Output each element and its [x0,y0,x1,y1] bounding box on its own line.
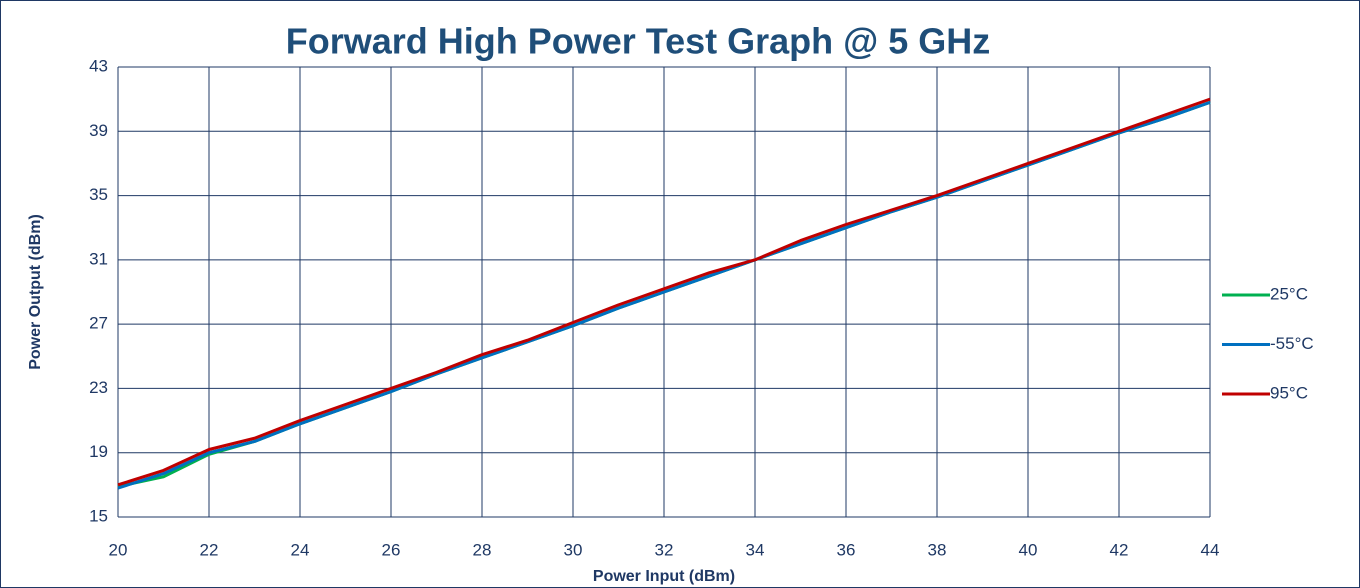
y-tick-label: 15 [89,506,108,525]
x-tick-label: 22 [200,540,219,559]
series-line [117,100,1211,490]
y-tick-label: 27 [89,314,108,333]
y-tick-label: 35 [89,185,108,204]
y-tick-label: 39 [89,121,108,140]
y-axis-title: Power Output (dBm) [27,214,44,370]
x-tick-label: 28 [473,540,492,559]
x-tick-label: 44 [1201,540,1220,559]
legend-label: -55°C [1270,334,1314,353]
x-tick-label: 42 [1110,540,1129,559]
x-tick-label: 24 [291,540,310,559]
x-tick-label: 26 [382,540,401,559]
chart-title: Forward High Power Test Graph @ 5 GHz [286,21,991,62]
y-tick-label: 23 [89,378,108,397]
y-tick-label: 19 [89,442,108,461]
x-tick-label: 20 [109,540,128,559]
x-tick-label: 32 [655,540,674,559]
y-tick-label: 43 [89,56,108,75]
x-tick-label: 38 [928,540,947,559]
legend-label: 95°C [1270,383,1308,402]
x-tick-label: 40 [1019,540,1038,559]
x-tick-label: 30 [564,540,583,559]
series-line [117,97,1211,487]
x-tick-label: 34 [746,540,765,559]
x-tick-label: 36 [837,540,856,559]
legend-label: 25°C [1270,284,1308,303]
x-axis-title: Power Input (dBm) [593,568,735,585]
y-tick-label: 31 [89,249,108,268]
